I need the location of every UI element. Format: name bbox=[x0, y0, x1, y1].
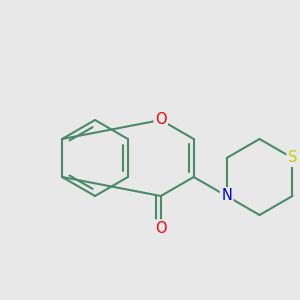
Text: N: N bbox=[221, 188, 232, 203]
Text: S: S bbox=[288, 151, 297, 166]
Text: O: O bbox=[155, 221, 166, 236]
Text: O: O bbox=[155, 112, 166, 128]
